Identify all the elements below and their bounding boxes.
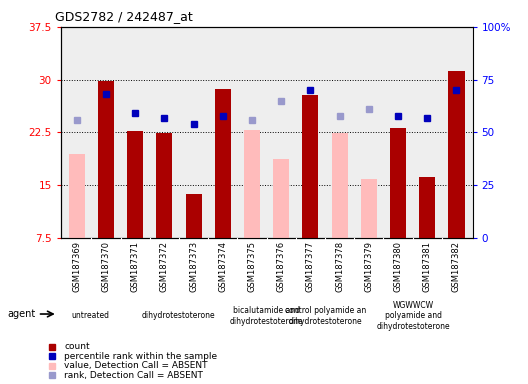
Text: GSM187370: GSM187370 bbox=[101, 241, 110, 292]
Text: agent: agent bbox=[7, 309, 35, 319]
Bar bbox=[361, 179, 377, 291]
Bar bbox=[390, 128, 406, 291]
Text: GSM187380: GSM187380 bbox=[393, 241, 402, 292]
Text: percentile rank within the sample: percentile rank within the sample bbox=[64, 352, 217, 361]
Bar bbox=[448, 71, 465, 291]
Bar bbox=[273, 159, 289, 291]
Text: value, Detection Call = ABSENT: value, Detection Call = ABSENT bbox=[64, 361, 208, 370]
Bar bbox=[215, 89, 231, 291]
Text: untreated: untreated bbox=[71, 311, 109, 320]
Bar bbox=[244, 131, 260, 291]
Text: GSM187374: GSM187374 bbox=[218, 241, 228, 292]
Bar bbox=[332, 133, 348, 291]
Text: GSM187372: GSM187372 bbox=[160, 241, 169, 292]
Text: GSM187378: GSM187378 bbox=[335, 241, 344, 292]
Text: GSM187369: GSM187369 bbox=[72, 241, 81, 292]
Bar bbox=[127, 131, 143, 291]
Text: GSM187381: GSM187381 bbox=[423, 241, 432, 292]
Text: dihydrotestoterone: dihydrotestoterone bbox=[142, 311, 215, 320]
Text: GSM187379: GSM187379 bbox=[364, 241, 373, 292]
Text: GSM187382: GSM187382 bbox=[452, 241, 461, 292]
Text: WGWWCW
polyamide and
dihydrotestoterone: WGWWCW polyamide and dihydrotestoterone bbox=[377, 301, 450, 331]
Text: control polyamide an
dihydrotestoterone: control polyamide an dihydrotestoterone bbox=[285, 306, 366, 326]
Bar bbox=[156, 133, 173, 291]
Text: GSM187375: GSM187375 bbox=[248, 241, 257, 292]
Text: GSM187371: GSM187371 bbox=[131, 241, 140, 292]
Text: rank, Detection Call = ABSENT: rank, Detection Call = ABSENT bbox=[64, 371, 203, 380]
Text: bicalutamide and
dihydrotestoterone: bicalutamide and dihydrotestoterone bbox=[230, 306, 304, 326]
Text: count: count bbox=[64, 342, 90, 351]
Bar bbox=[69, 154, 85, 291]
Bar bbox=[185, 194, 202, 291]
Text: GDS2782 / 242487_at: GDS2782 / 242487_at bbox=[55, 10, 193, 23]
Bar bbox=[419, 177, 435, 291]
Text: GSM187376: GSM187376 bbox=[277, 241, 286, 292]
Bar bbox=[98, 81, 114, 291]
Text: GSM187377: GSM187377 bbox=[306, 241, 315, 292]
Bar bbox=[303, 95, 318, 291]
Text: GSM187373: GSM187373 bbox=[189, 241, 198, 292]
